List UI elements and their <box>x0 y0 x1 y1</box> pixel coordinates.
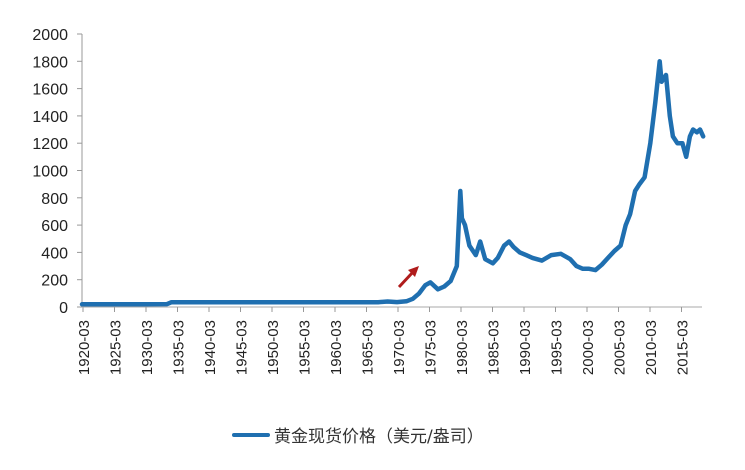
x-tick-label: 1950-03 <box>265 320 282 375</box>
y-axis: 0 200 400 600 800 1000 1200 1400 1600 1800 2000 <box>32 27 83 317</box>
legend: 黄金现货价格（美元/盎司） <box>232 422 484 447</box>
x-tick-label: 2000-03 <box>580 320 597 375</box>
y-tick-label: 1200 <box>32 136 68 153</box>
y-tick-label: 1800 <box>32 54 68 71</box>
y-tick-label: 2000 <box>32 27 68 44</box>
annotation-arrow-icon <box>397 266 419 289</box>
x-tick-label: 1980-03 <box>454 320 471 375</box>
y-tick-label: 1000 <box>32 164 68 181</box>
x-tick-label: 1990-03 <box>517 320 534 375</box>
x-tick-label: 1960-03 <box>328 320 345 375</box>
x-tick-label: 1955-03 <box>297 320 314 375</box>
x-tick-label: 1920-03 <box>76 320 93 375</box>
x-tick-label: 2015-03 <box>675 320 692 375</box>
gold-price-line <box>79 59 706 307</box>
y-tick-label: 1400 <box>32 109 68 126</box>
x-tick-label: 1995-03 <box>549 320 566 375</box>
x-tick-label: 1985-03 <box>486 320 503 375</box>
x-tick-label: 1975-03 <box>423 320 440 375</box>
y-tick-label: 0 <box>59 300 68 317</box>
x-tick-label: 1965-03 <box>360 320 377 375</box>
y-tick-label: 1600 <box>32 82 68 99</box>
x-tick-label: 1935-03 <box>171 320 188 375</box>
x-tick-label: 1945-03 <box>234 320 251 375</box>
x-tick-label: 1930-03 <box>139 320 156 375</box>
y-tick-label: 600 <box>41 218 68 235</box>
x-axis: 1920-03 1925-03 1930-03 1935-03 1940-03 1945-… <box>76 306 702 375</box>
y-tick-label: 800 <box>41 191 68 208</box>
legend-label: 黄金现货价格（美元/盎司） <box>274 427 484 447</box>
y-tick-label: 400 <box>41 245 68 262</box>
x-tick-label: 2010-03 <box>643 320 660 375</box>
x-tick-label: 1925-03 <box>108 320 125 375</box>
x-tick-label: 1970-03 <box>391 320 408 375</box>
legend-line-swatch <box>232 432 270 437</box>
x-tick-label: 2005-03 <box>612 320 629 375</box>
y-tick-label: 200 <box>41 273 68 290</box>
x-tick-label: 1940-03 <box>202 320 219 375</box>
